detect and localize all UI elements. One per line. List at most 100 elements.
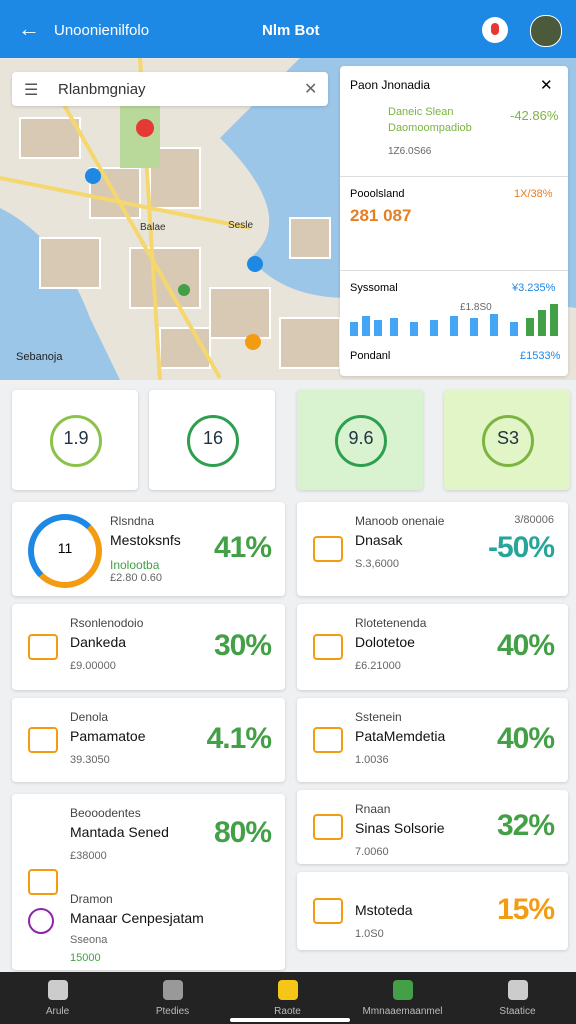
center-title: Nlm Bot (262, 22, 320, 39)
card-value: 15% (496, 893, 555, 926)
row-title: Pondanl (350, 350, 391, 362)
card-title: PataMemdetia (355, 728, 446, 744)
card-icon (28, 869, 58, 895)
nav-label: Arule (45, 1006, 70, 1017)
card-title: Mstoteda (355, 902, 413, 918)
donut-label: 11 (57, 540, 73, 556)
nav-icon (163, 980, 183, 1000)
row-value: -42.86% (510, 108, 559, 123)
panel-title: Paon Jnonadia (350, 78, 431, 92)
card-title: Pamamatoe (70, 728, 146, 744)
stat-card[interactable]: Mstoteda 1.0S0 15% (297, 872, 568, 950)
stat-value: S3 (496, 428, 520, 448)
card-value: 30% (213, 629, 272, 662)
row-title: Syssomal (350, 282, 398, 294)
card-meta: 1.0S0 (355, 928, 384, 940)
stat-card[interactable]: 11 Inolootba Rlsndna Mestoksnfs £2.80 0.60 41… (12, 502, 285, 596)
search-bar[interactable]: ☰ Rlanbmgniay ✕ (12, 72, 328, 106)
stat-ring (482, 415, 534, 467)
card-title: Dnasak (355, 532, 403, 548)
row-meta: 1Z6.0S66 (388, 146, 432, 157)
card-kicker: Beooodentes (70, 806, 141, 820)
card-title: Mantada Sened (70, 824, 169, 840)
row-subtitle: Daomoompadiob (388, 122, 472, 134)
card-meta: 7.0060 (355, 846, 389, 858)
row-right: 1X/38% (514, 188, 553, 200)
card-corner: 3/80006 (514, 514, 554, 526)
map-label: Sebanoja (16, 351, 63, 363)
stat-card[interactable]: Rlotetenenda Dolotetoe £6.21000 40% (297, 604, 568, 690)
sparkbars (350, 304, 558, 336)
app-bar: ← Unoonienilfolo Nlm Bot (0, 0, 576, 58)
card-kicker: Rlotetenenda (355, 616, 427, 630)
clear-button[interactable]: ✕ (304, 81, 318, 98)
card-value: 80% (213, 816, 272, 849)
row-value: £1533% (520, 350, 561, 362)
card-kicker: Manoob onenaie (355, 514, 445, 528)
stat-value: 9.6 (348, 428, 374, 448)
row-title: Pooolsland (350, 188, 405, 200)
back-button[interactable]: ← (18, 16, 40, 41)
stat-tile[interactable]: S3 (444, 390, 570, 490)
card-title: Dolotetoe (355, 634, 415, 650)
card-meta: Sseona (70, 934, 108, 946)
nav-item[interactable]: Raote (230, 972, 345, 1024)
map-pin-label: Sesle (228, 220, 253, 231)
card-icon (28, 727, 58, 753)
card-value: 40% (496, 629, 555, 662)
card-value: 41% (213, 531, 272, 564)
nav-item[interactable]: Staatice (460, 972, 575, 1024)
nav-item[interactable]: Arule (0, 972, 115, 1024)
card-value: 32% (496, 809, 555, 842)
row-title: Daneic Slean (388, 106, 454, 118)
card-kicker: Dramon (70, 892, 113, 906)
card-title: Dankeda (70, 634, 127, 650)
nav-icon (508, 980, 528, 1000)
card-meta: £38000 (70, 850, 107, 862)
card-kicker: Denola (70, 710, 109, 724)
row-value: 281 087 (350, 206, 412, 225)
location-button[interactable] (482, 17, 508, 43)
close-button[interactable]: ✕ (540, 77, 553, 94)
card-icon (28, 634, 58, 660)
card-kicker: Rsonlenodoio (70, 616, 144, 630)
stat-tile[interactable]: 1.9 (12, 390, 138, 490)
stat-card[interactable]: Manoob onenaie Dnasak S.3,6000 3/80006 -50% (297, 502, 568, 596)
nav-icon (278, 980, 298, 1000)
stat-tile[interactable]: 16 (149, 390, 275, 490)
stat-card[interactable]: Denola Pamamatoe 39.3050 4.1% (12, 698, 285, 782)
app-title: Unoonienilfolo (54, 22, 150, 39)
nav-item[interactable]: Ptedies (115, 972, 230, 1024)
card-meta: 1.0036 (355, 754, 389, 766)
card-meta: £2.80 0.60 (110, 572, 162, 584)
card-kicker: Rlsndna (110, 514, 155, 528)
card-meta: 39.3050 (70, 754, 110, 766)
card-icon (313, 634, 343, 660)
bottom-nav: Arule Ptedies Raote Mmnaaemaanmel Staatice (0, 972, 576, 1024)
stat-card[interactable]: Rnaan Sinas Solsorie 7.0060 32% (297, 790, 568, 864)
card-meta: £6.21000 (355, 660, 401, 672)
stat-ring (335, 415, 387, 467)
card-icon (313, 727, 343, 753)
nav-label: Mmnaaemaanmel (362, 1006, 443, 1017)
nav-label: Ptedies (155, 1006, 190, 1017)
nav-icon (393, 980, 413, 1000)
avatar[interactable] (530, 15, 562, 47)
nav-label: Raote (274, 1006, 301, 1017)
donut (28, 514, 102, 588)
stat-card[interactable]: Beooodentes Mantada Sened £38000 80% Dramon M… (12, 794, 285, 970)
card-icon (313, 536, 343, 562)
card-icon (313, 814, 343, 840)
nav-icon (48, 980, 68, 1000)
search-input[interactable]: Rlanbmgniay (58, 81, 146, 98)
card-icon (313, 898, 343, 924)
card-meta: S.3,6000 (355, 558, 400, 570)
stat-tile[interactable]: 9.6 (297, 390, 423, 490)
nav-item[interactable]: Mmnaaemaanmel (345, 972, 460, 1024)
card-title: Mestoksnfs (110, 532, 181, 548)
stat-ring (187, 415, 239, 467)
stat-card[interactable]: Rsonlenodoio Dankeda £9.00000 30% (12, 604, 285, 690)
card-value: -50% (487, 531, 555, 564)
stat-card[interactable]: Sstenein PataMemdetia 1.0036 40% (297, 698, 568, 782)
